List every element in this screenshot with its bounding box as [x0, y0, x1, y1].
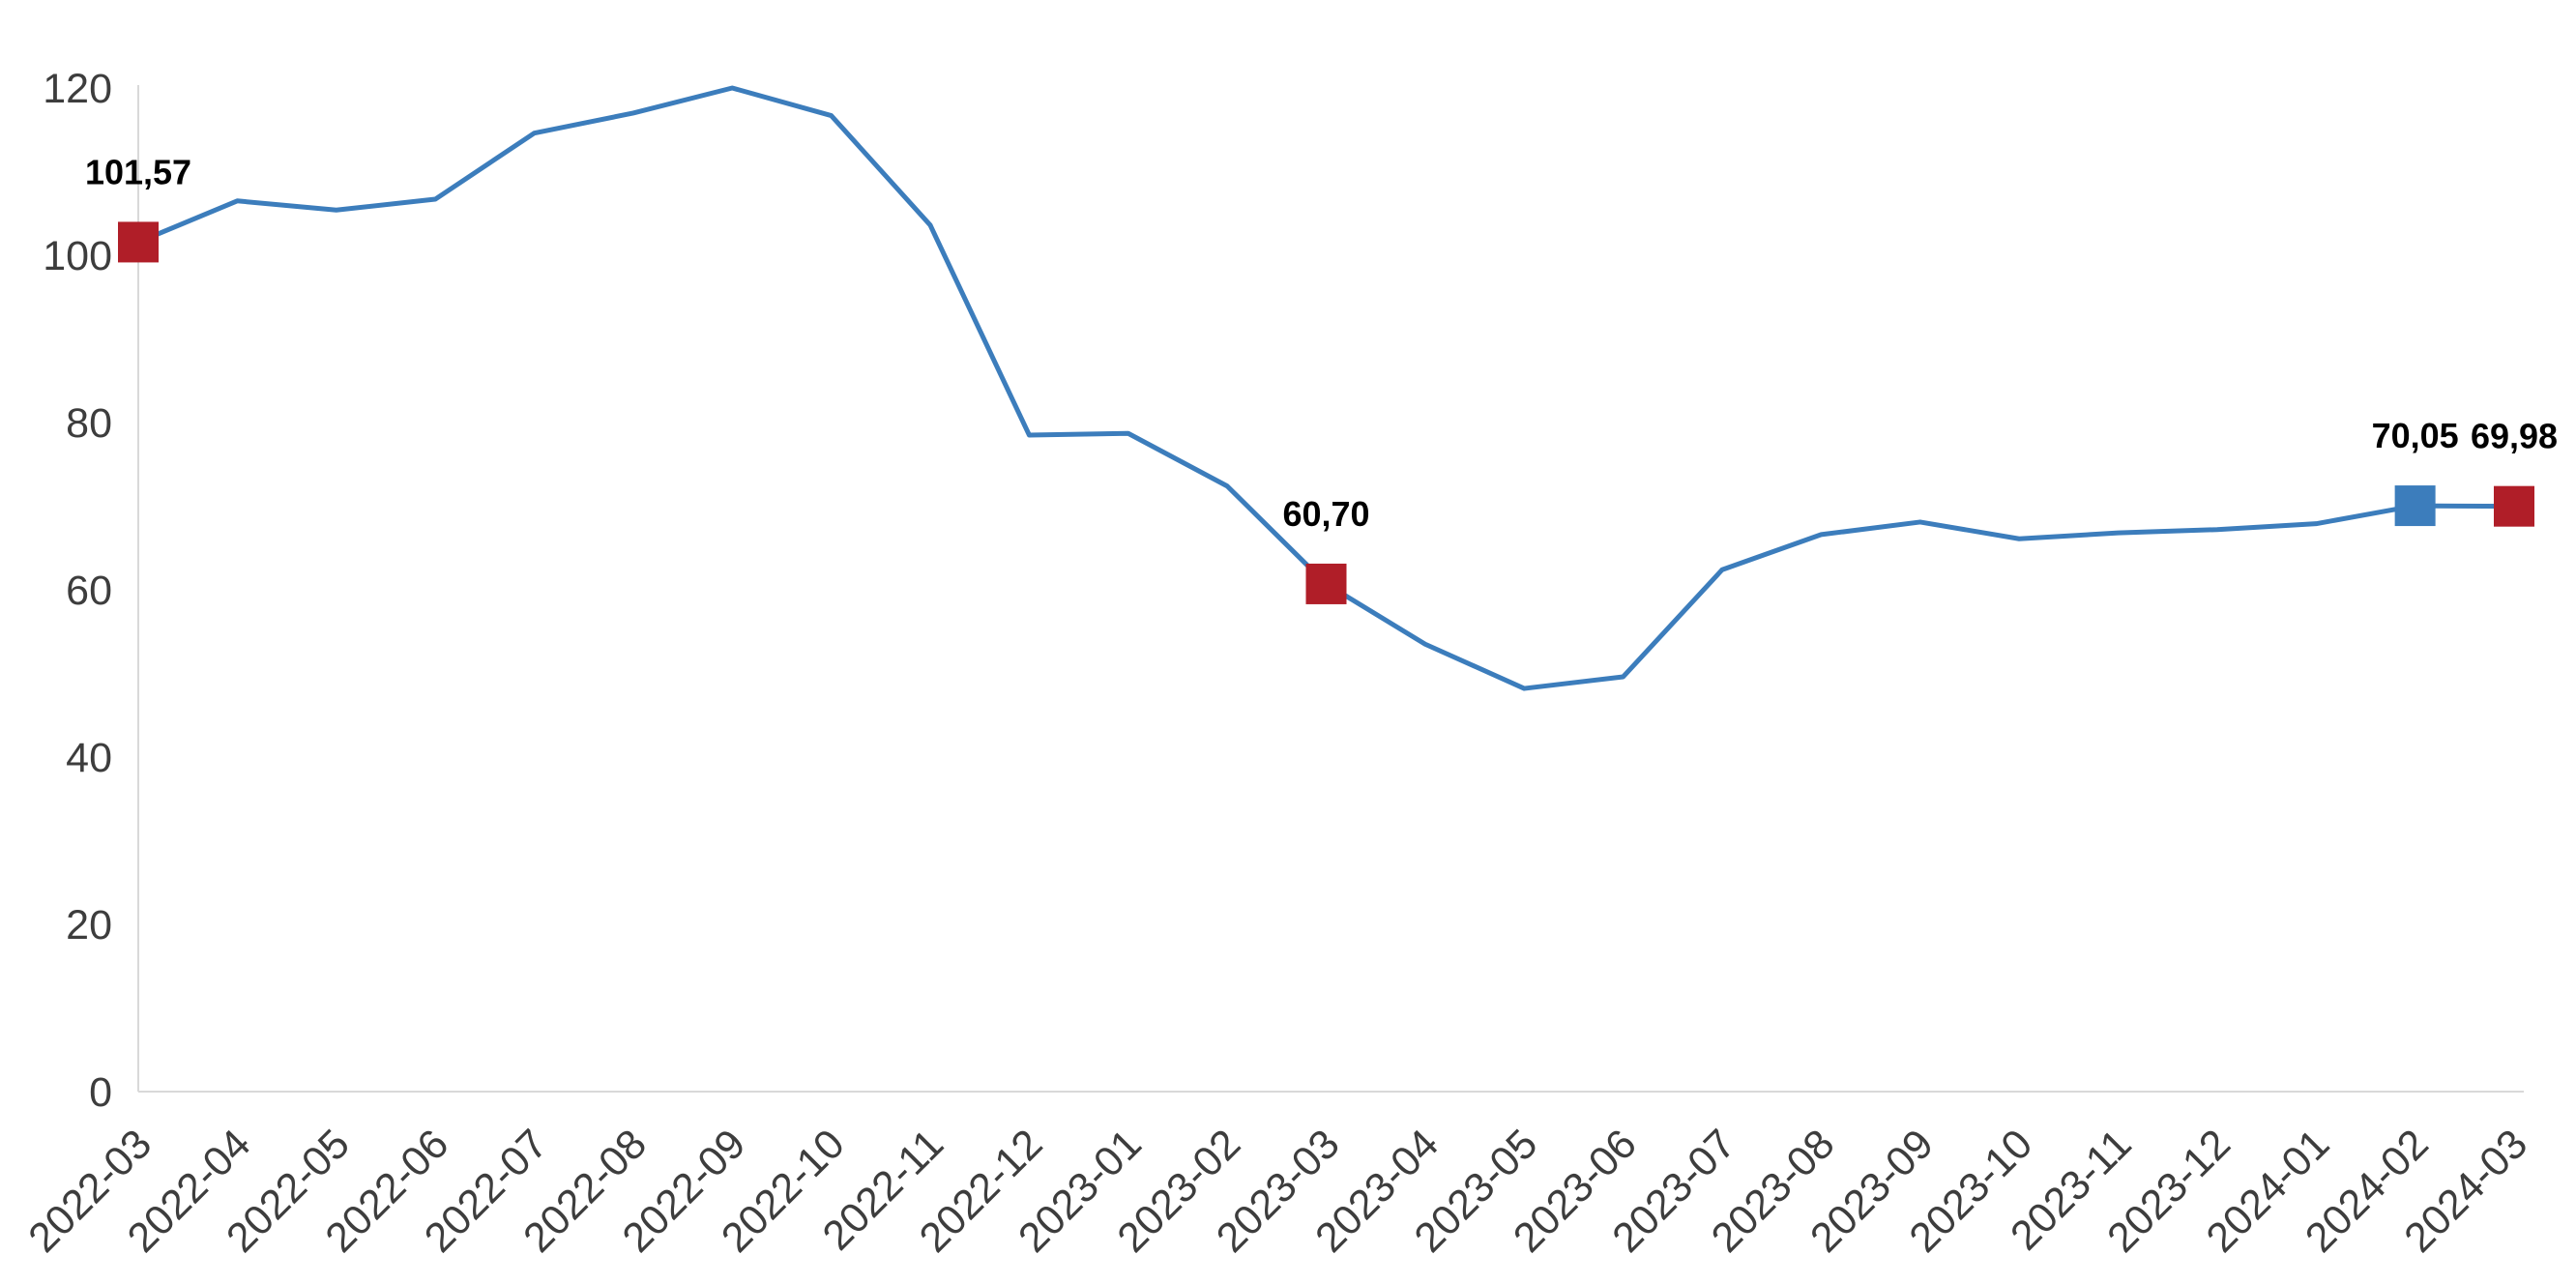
data-point-marker-2024-02 — [2394, 485, 2436, 527]
y-tick-label: 40 — [66, 735, 112, 781]
data-point-marker-2023-03 — [1305, 563, 1347, 604]
y-tick-label: 0 — [89, 1069, 112, 1116]
y-tick-label: 20 — [66, 902, 112, 948]
y-tick-label: 80 — [66, 400, 112, 447]
data-point-marker-2024-03 — [2494, 485, 2534, 527]
data-point-label-2024-03: 69,98 — [2471, 417, 2558, 456]
y-tick-label: 100 — [43, 233, 112, 279]
data-point-label-2022-03: 101,57 — [85, 152, 191, 191]
data-point-label-2024-02: 70,05 — [2372, 416, 2459, 455]
data-point-marker-2022-03 — [118, 221, 159, 263]
y-tick-label: 120 — [43, 66, 112, 112]
data-point-label-2023-03: 60,70 — [1282, 494, 1369, 534]
y-tick-label: 60 — [66, 568, 112, 614]
